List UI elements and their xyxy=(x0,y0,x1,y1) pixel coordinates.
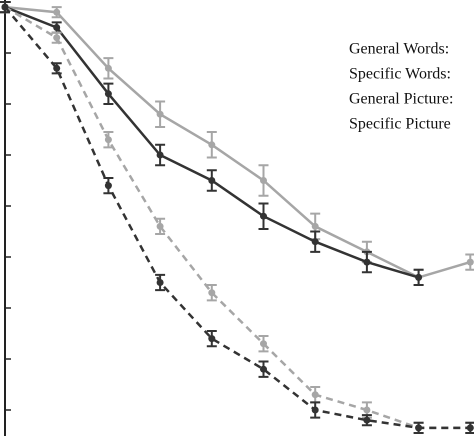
data-point xyxy=(208,335,216,343)
data-point xyxy=(53,64,61,72)
data-point xyxy=(53,34,61,42)
data-point xyxy=(156,222,164,230)
data-point xyxy=(466,258,474,266)
legend-label: General Words: xyxy=(349,41,449,58)
data-point xyxy=(311,222,319,230)
series-line xyxy=(4,6,471,430)
data-point xyxy=(1,3,9,11)
data-point xyxy=(208,177,216,184)
data-point xyxy=(415,273,423,281)
data-point xyxy=(208,141,216,149)
data-point xyxy=(415,424,423,432)
data-point xyxy=(156,151,164,159)
legend-label: General Picture: xyxy=(349,91,453,108)
legend-label: Specific Words: xyxy=(349,66,451,83)
data-point xyxy=(104,64,112,72)
data-point xyxy=(53,8,61,16)
data-point xyxy=(311,406,319,414)
data-point xyxy=(156,279,164,286)
data-point xyxy=(260,177,267,184)
series-line xyxy=(4,5,471,279)
legend-label: Specific Picture xyxy=(349,116,451,133)
data-point xyxy=(363,416,371,424)
data-point xyxy=(363,406,371,414)
data-point xyxy=(104,90,112,98)
data-point xyxy=(104,136,112,144)
data-point xyxy=(156,110,164,118)
data-point xyxy=(363,258,371,266)
data-point xyxy=(53,24,61,31)
data-point xyxy=(260,365,267,373)
data-point xyxy=(208,289,216,297)
data-point xyxy=(260,340,267,348)
data-point xyxy=(311,391,319,399)
data-point xyxy=(104,182,112,190)
data-point xyxy=(311,238,319,246)
data-point xyxy=(260,212,267,220)
data-point xyxy=(466,424,474,432)
